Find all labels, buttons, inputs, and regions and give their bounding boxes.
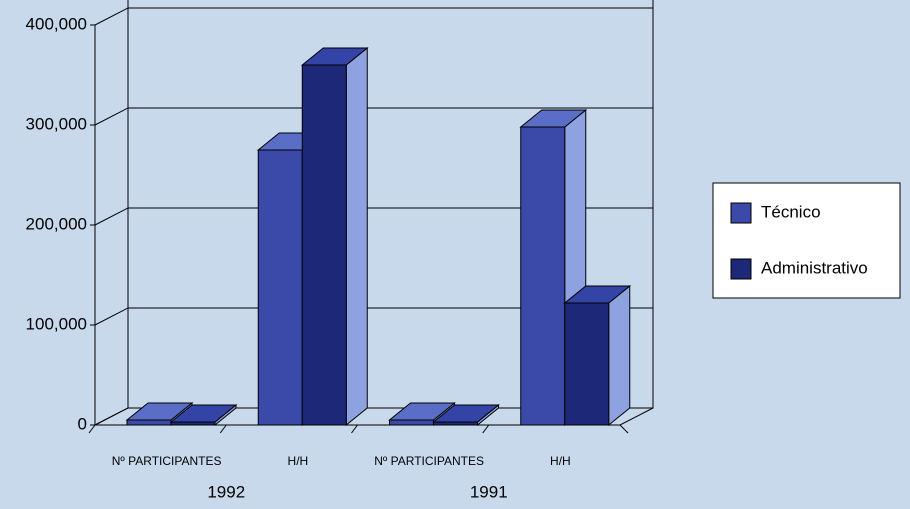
x-tick: [482, 424, 490, 434]
x-tick: [88, 424, 96, 434]
y-tick-label: 100,000: [26, 314, 87, 333]
bar: [519, 108, 588, 427]
bar-side: [345, 46, 368, 427]
bar-front: [389, 419, 434, 426]
y-tick-label: 300,000: [26, 114, 87, 133]
bar-front: [564, 302, 610, 426]
x-tick-label: H/H: [550, 454, 571, 468]
y-tick-label: 0: [78, 414, 87, 433]
legend-label: Administrativo: [761, 258, 868, 277]
grid-line: [94, 107, 653, 126]
bar-front: [520, 126, 566, 426]
group-label: 1992: [207, 482, 245, 501]
bar-front: [433, 421, 478, 426]
bar: [432, 403, 500, 427]
grid-line: [94, 307, 653, 326]
bar-front: [301, 64, 347, 426]
group-label: 1991: [470, 482, 508, 501]
bar-front: [170, 421, 216, 426]
x-tick-label: Nº PARTICIPANTES: [112, 454, 222, 468]
bar-side: [608, 284, 631, 427]
x-tick: [219, 424, 227, 434]
bar-front: [126, 419, 172, 426]
legend-swatch: [730, 258, 752, 280]
x-tick-label: Nº PARTICIPANTES: [374, 454, 484, 468]
bar: [563, 284, 632, 427]
grid-line: [94, 7, 653, 26]
legend-swatch: [730, 202, 752, 224]
y-tick-label: 400,000: [26, 14, 87, 33]
x-tick: [351, 424, 358, 434]
x-tick-label: H/H: [288, 454, 309, 468]
bar: [169, 403, 238, 427]
bar-front: [257, 149, 303, 426]
legend-box: [712, 182, 901, 299]
y-tick-label: 200,000: [26, 214, 87, 233]
bar: [300, 46, 369, 427]
grid-line: [94, 207, 653, 226]
legend-label: Técnico: [761, 202, 821, 221]
x-tick: [619, 424, 629, 434]
